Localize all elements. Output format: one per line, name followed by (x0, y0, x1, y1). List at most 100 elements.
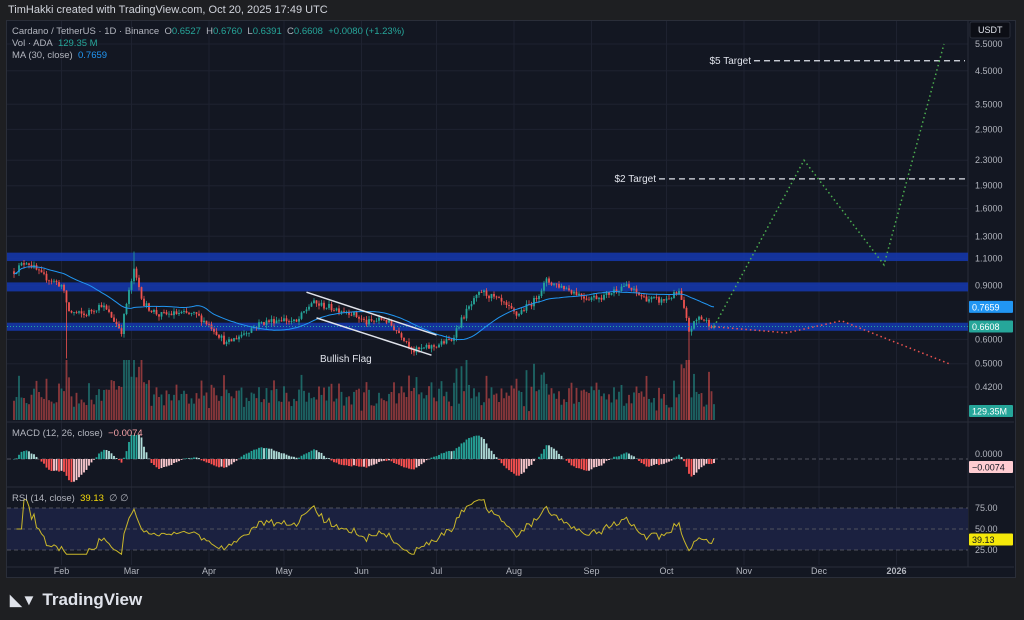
volume-bar (148, 380, 150, 420)
volume-bar (263, 399, 265, 420)
volume-bar (508, 395, 510, 420)
candle-body (700, 316, 703, 320)
candle-body (543, 282, 545, 291)
volume-bar (195, 393, 198, 420)
volume-bar (570, 382, 573, 420)
candle-body (535, 297, 538, 300)
volume-bar (118, 385, 120, 420)
volume-bar (410, 391, 413, 420)
volume-bar (483, 402, 485, 420)
macd-histogram-bar (165, 459, 168, 467)
macd-histogram-bar (203, 459, 205, 462)
macd-histogram-bar (533, 459, 535, 462)
macd-histogram-bar (643, 459, 645, 465)
candle-body (703, 319, 705, 321)
macd-histogram-bar (313, 449, 315, 459)
volume-bar (563, 399, 565, 420)
macd-histogram-bar (583, 459, 585, 471)
macd-histogram-bar (120, 459, 123, 463)
candle-body (408, 341, 410, 348)
candle-body (343, 311, 345, 313)
volume-bar (333, 401, 335, 420)
candle-body (420, 347, 423, 350)
candle-body (93, 311, 95, 313)
macd-histogram-bar (693, 459, 695, 475)
volume-bar (73, 406, 75, 420)
volume-bar (68, 377, 70, 420)
candle-body (665, 298, 668, 301)
macd-histogram-bar (605, 459, 608, 461)
macd-histogram-bar (13, 459, 15, 460)
candle-body (303, 311, 305, 313)
macd-histogram-bar (250, 450, 253, 459)
volume-bar (278, 401, 280, 420)
candle-body (80, 311, 83, 314)
macd-tick: 0.0000 (975, 449, 1003, 459)
volume-bar (705, 404, 708, 420)
candle-body (328, 304, 330, 308)
macd-histogram-bar (215, 459, 218, 467)
macd-histogram-bar (545, 445, 548, 459)
ma-legend: MA (30, close) 0.7659 (12, 50, 107, 61)
candle-body (318, 303, 320, 306)
candle-body (600, 297, 603, 300)
candle-body (85, 315, 88, 316)
candle-body (168, 313, 170, 315)
macd-histogram-bar (593, 459, 595, 468)
volume-bar (140, 360, 143, 420)
volume-bar (418, 394, 420, 420)
candle-body (358, 316, 360, 319)
macd-histogram-bar (498, 459, 500, 460)
candle-body (405, 340, 408, 342)
rsi-legend: RSI (14, close) 39.13 ∅ ∅ (12, 493, 128, 504)
macd-histogram-bar (528, 459, 530, 467)
volume-bar (210, 384, 213, 420)
macd-histogram-bar (353, 459, 355, 466)
candle-body (340, 311, 343, 313)
macd-legend: MACD (12, 26, close) −0.0074 (12, 428, 143, 439)
macd-histogram-bar (685, 459, 688, 467)
candle-body (648, 299, 650, 302)
volume-bar (535, 391, 538, 420)
macd-histogram-bar (350, 459, 353, 467)
macd-histogram-bar (578, 459, 580, 469)
volume-bar (465, 360, 468, 420)
macd-histogram-bar (145, 452, 148, 459)
macd-histogram-bar (28, 451, 30, 459)
macd-histogram-bar (95, 457, 98, 459)
high-label: H (206, 26, 214, 37)
macd-histogram-bar (108, 450, 110, 459)
macd-histogram-bar (453, 450, 455, 459)
candle-body (455, 328, 458, 338)
volume-bar (373, 405, 375, 420)
chart-frame[interactable] (6, 20, 1016, 578)
volume-bar (533, 363, 535, 420)
volume-bar (285, 392, 288, 420)
macd-histogram-bar (413, 459, 415, 470)
y-tick-label: 1.3000 (975, 231, 1003, 241)
candle-body (413, 350, 415, 353)
macd-histogram-bar (193, 457, 195, 459)
candle-body (90, 310, 93, 312)
macd-histogram-bar (320, 452, 323, 459)
volume-bar (540, 374, 543, 420)
volume-bar (255, 398, 258, 420)
macd-histogram-bar (155, 459, 158, 468)
macd-histogram-bar (668, 459, 670, 462)
candle-body (638, 292, 640, 295)
volume-bar (593, 390, 595, 420)
macd-histogram-bar (493, 454, 495, 459)
rsi-value: 39.13 (80, 493, 104, 504)
macd-histogram-bar (465, 439, 468, 459)
candle-body (75, 312, 78, 313)
macd-histogram-bar (603, 459, 605, 464)
volume-bar (173, 394, 175, 420)
volume-bar (223, 375, 225, 420)
tv-logo-icon: ◣▼ (10, 592, 37, 609)
candle-body (278, 320, 280, 322)
candle-body (710, 326, 713, 328)
candle-body (215, 331, 218, 335)
volume-bar (678, 394, 680, 420)
candle-body (393, 325, 395, 331)
